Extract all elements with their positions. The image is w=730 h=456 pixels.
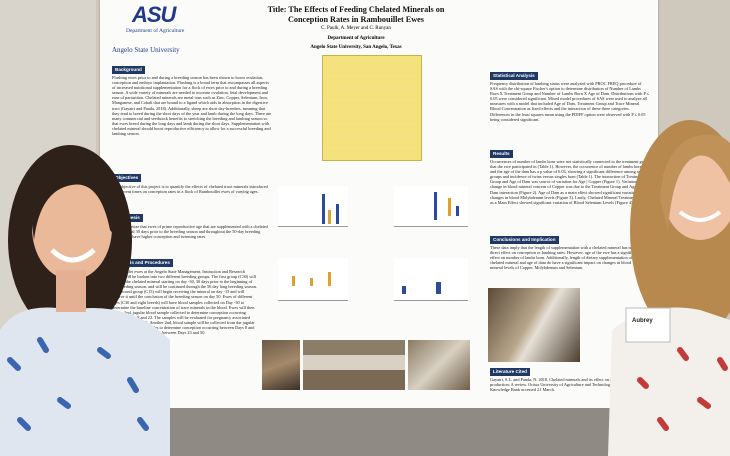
section-text: Frequency distribution of lambing status… [490,81,650,122]
section-heading: Statistical Analysis [490,72,538,80]
table-figure [322,55,422,161]
section-heading: Literature Cited [490,368,530,376]
section-heading: Conclusions and Implication [490,236,559,244]
section-heading: Background [112,66,145,74]
section-text: Gayatri, S.L. and Panda, N. 2018. Chelat… [490,377,639,393]
chart-figure [394,186,468,227]
logo-mark: ASU [132,2,176,27]
section-text: We hypothesize that ewes of prime reprod… [112,224,268,240]
chart-figure [278,186,348,227]
department: Department of Agriculture [327,36,385,41]
photo [262,340,300,390]
section-text: Occurrences of number of lambs born were… [490,159,650,205]
poster-title: Title: The Effects of Feeding Chelated M… [267,5,445,24]
chart-figure [394,258,468,301]
section-heading: Results [490,150,513,158]
person-right [608,120,730,456]
board-frame [96,408,662,456]
chart-figure [278,258,348,301]
section-heading: Objectives [112,174,142,182]
authors: C. Paulk, A. Meyer and C. Runyan [321,26,391,31]
logo-university: Angelo State University [112,46,180,54]
affiliation: Angelo State University, San Angelo, Tex… [310,45,402,50]
section-text: The objective of this project is to quan… [112,184,268,195]
photo [408,340,470,390]
photo [303,340,405,390]
section-text: These data imply that the length of supp… [490,245,639,271]
section-heading: Methods and Procedures [112,259,173,267]
photo [488,288,580,362]
name-badge: Aubrey [632,318,653,324]
person-left [0,145,170,456]
section-text: Flushing ewes prior to and during a bree… [112,75,272,137]
logo-department: Department of Agriculture [126,28,185,34]
